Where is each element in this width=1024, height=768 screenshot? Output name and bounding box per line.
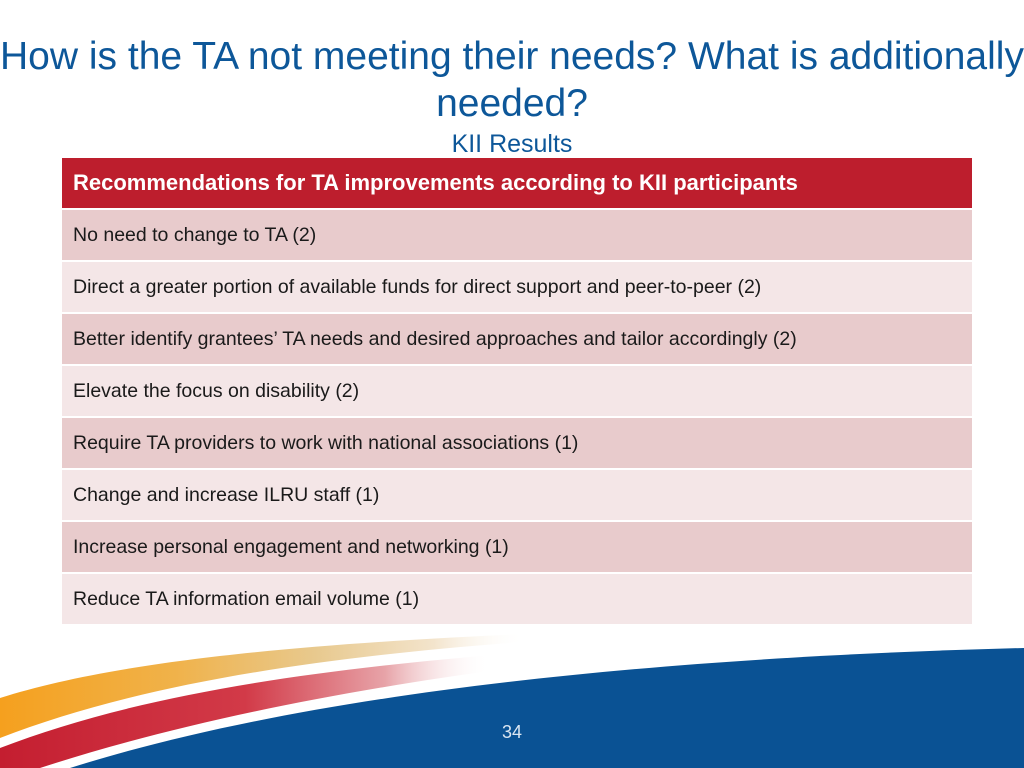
page-number: 34 bbox=[501, 722, 523, 742]
recommendations-table: Recommendations for TA improvements acco… bbox=[62, 158, 972, 624]
table-header: Recommendations for TA improvements acco… bbox=[62, 158, 972, 208]
table-row: Better identify grantees’ TA needs and d… bbox=[62, 314, 972, 364]
table-row: Increase personal engagement and network… bbox=[62, 522, 972, 572]
blue-footer bbox=[70, 648, 1024, 768]
table-row: Reduce TA information email volume (1) bbox=[62, 574, 972, 624]
red-swoosh bbox=[0, 642, 700, 768]
table-row: No need to change to TA (2) bbox=[62, 210, 972, 260]
table-row: Require TA providers to work with nation… bbox=[62, 418, 972, 468]
table-row: Elevate the focus on disability (2) bbox=[62, 366, 972, 416]
table-row: Change and increase ILRU staff (1) bbox=[62, 470, 972, 520]
table-row: Direct a greater portion of available fu… bbox=[62, 262, 972, 312]
slide-subtitle: KII Results bbox=[451, 130, 573, 158]
orange-swoosh bbox=[0, 628, 700, 738]
slide-title: How is the TA not meeting their needs? W… bbox=[0, 35, 1024, 125]
footer-swoosh-graphic bbox=[0, 628, 1024, 768]
